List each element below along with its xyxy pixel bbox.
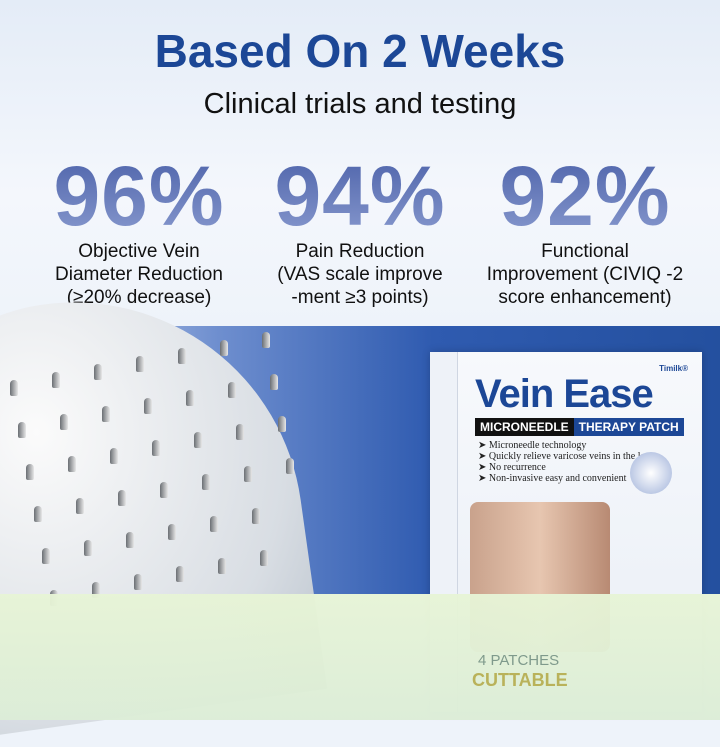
needle	[34, 506, 42, 522]
needle	[52, 372, 60, 388]
needle	[210, 516, 218, 532]
feature-item: ➤ Microneedle technology	[478, 440, 587, 451]
needle	[278, 416, 286, 432]
needle	[18, 422, 26, 438]
subheadline: Clinical trials and testing	[203, 88, 517, 120]
patch-count: 4 PATCHES	[478, 652, 560, 669]
desc-line: (VAS scale improve	[277, 264, 443, 285]
stat-description: Functional Improvement (CIVIQ -2 score e…	[470, 240, 700, 309]
feature-list: ➤ Microneedle technology ➤ Quickly relie…	[478, 440, 654, 484]
brand-logo: Timilk®	[659, 364, 688, 373]
needle	[176, 566, 184, 582]
needle	[10, 380, 18, 396]
feature-item: ➤ No recurrence	[478, 462, 546, 473]
needle	[244, 466, 252, 482]
needle	[102, 406, 110, 422]
needle	[236, 424, 244, 440]
ribbon-right: THERAPY PATCH	[573, 418, 684, 436]
needle	[186, 390, 194, 406]
stat-value: 92%	[470, 148, 700, 244]
cuttable-label: CUTTABLE	[472, 670, 568, 690]
needle	[94, 364, 102, 380]
product-name: Vein Ease	[475, 372, 654, 416]
needle	[126, 532, 134, 548]
desc-line: Diameter Reduction	[55, 264, 223, 285]
desc-line: -ment ≥3 points)	[291, 287, 429, 308]
needle	[260, 550, 268, 566]
needle	[60, 414, 68, 430]
needle	[84, 540, 92, 556]
feature-item: ➤ Non-invasive easy and convenient	[478, 473, 627, 484]
desc-line: Objective Vein	[78, 241, 200, 262]
needle	[218, 558, 226, 574]
needle	[92, 582, 100, 598]
stat-vein-diameter: 96% Objective Vein Diameter Reduction (≥…	[24, 148, 254, 309]
needle	[26, 464, 34, 480]
needle	[252, 508, 260, 524]
stat-value: 94%	[245, 148, 475, 244]
desc-line: Improvement (CIVIQ -2	[486, 264, 684, 285]
needle	[152, 440, 160, 456]
needle	[144, 398, 152, 414]
needle	[202, 474, 210, 490]
stat-value: 96%	[24, 148, 254, 244]
needle	[110, 448, 118, 464]
desc-line: (≥20% decrease)	[66, 287, 212, 308]
needle	[68, 456, 76, 472]
needle	[42, 548, 50, 564]
stat-functional-improvement: 92% Functional Improvement (CIVIQ -2 sco…	[470, 148, 700, 309]
desc-line: Pain Reduction	[295, 241, 425, 262]
patch-disc-image	[630, 452, 672, 494]
needle	[160, 482, 168, 498]
needle	[168, 524, 176, 540]
ribbon-left: MICRONEEDLE	[475, 418, 574, 436]
needle	[220, 340, 228, 356]
needle	[228, 382, 236, 398]
needle	[178, 348, 186, 364]
stat-description: Pain Reduction (VAS scale improve -ment …	[245, 240, 475, 309]
needle	[134, 574, 142, 590]
needle	[270, 374, 278, 390]
desc-line: Functional	[541, 241, 629, 262]
needle	[118, 490, 126, 506]
needle	[286, 458, 294, 474]
needle	[262, 332, 270, 348]
needle	[76, 498, 84, 514]
headline: Based On 2 Weeks	[154, 25, 566, 77]
stat-description: Objective Vein Diameter Reduction (≥20% …	[24, 240, 254, 309]
feature-item: ➤ Quickly relieve varicose veins in the …	[478, 451, 654, 462]
product-ribbon: MICRONEEDLE THERAPY PATCH	[475, 418, 684, 436]
needle	[136, 356, 144, 372]
stat-pain-reduction: 94% Pain Reduction (VAS scale improve -m…	[245, 148, 475, 309]
desc-line: score enhancement)	[498, 287, 672, 308]
bottom-overlay	[0, 594, 720, 720]
top-background	[0, 0, 720, 326]
needle	[194, 432, 202, 448]
